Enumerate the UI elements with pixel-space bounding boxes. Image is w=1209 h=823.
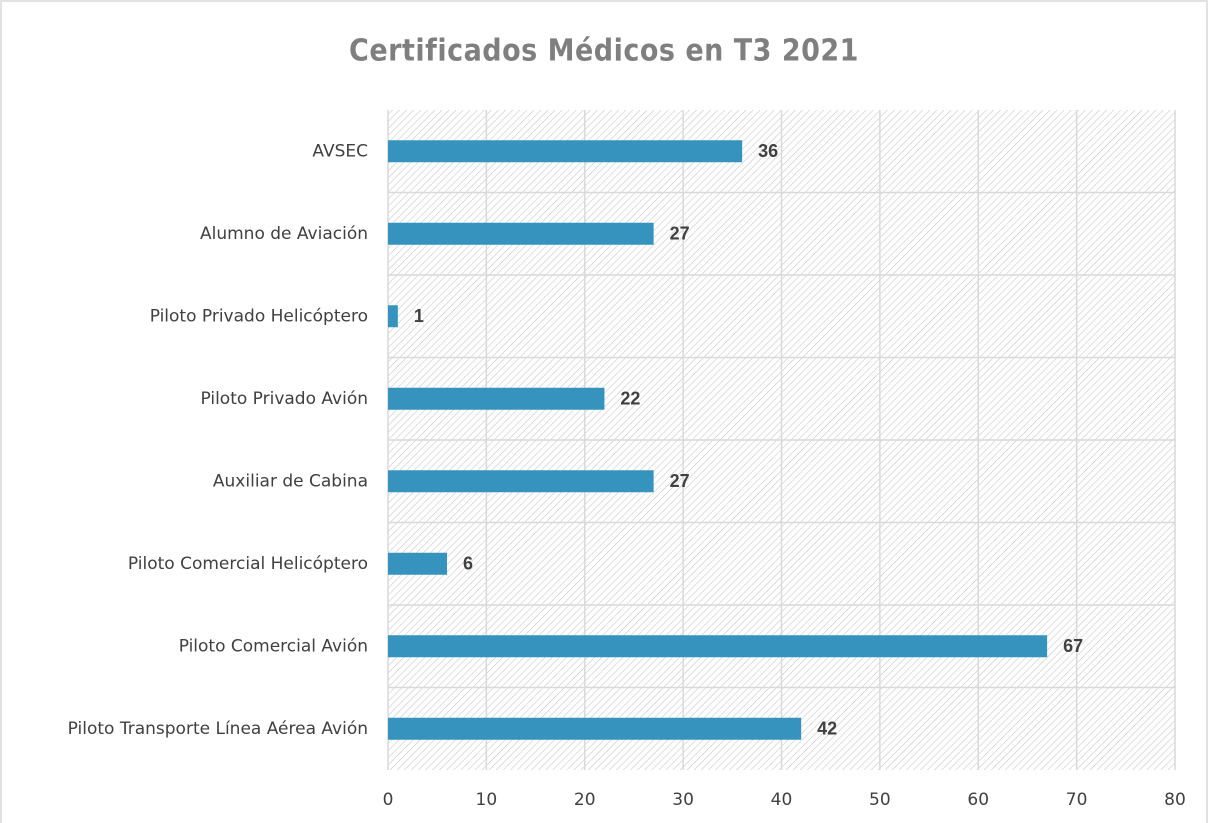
data-label: 6 (463, 554, 473, 574)
y-tick-label: AVSEC (312, 141, 368, 161)
bar (388, 305, 398, 328)
x-tick-label: 40 (771, 790, 793, 810)
data-label: 27 (670, 471, 690, 491)
data-label: 42 (817, 719, 837, 739)
bar (388, 140, 743, 163)
x-tick-label: 70 (1066, 790, 1088, 810)
x-tick-label: 60 (967, 790, 989, 810)
x-tick-label: 20 (574, 790, 596, 810)
y-tick-label: Piloto Privado Helicóptero (150, 306, 368, 326)
x-tick-label: 30 (672, 790, 694, 810)
y-tick-label: Auxiliar de Cabina (213, 471, 368, 491)
bar (388, 222, 654, 245)
x-tick-label: 50 (869, 790, 891, 810)
x-tick-label: 0 (383, 790, 394, 810)
bar (388, 387, 605, 410)
chart-title: Certificados Médicos en T3 2021 (349, 34, 859, 69)
data-label: 27 (670, 224, 690, 244)
y-tick-label: Piloto Transporte Línea Aérea Avión (68, 719, 368, 739)
bar (388, 552, 448, 575)
bar (388, 717, 802, 740)
y-tick-label: Piloto Comercial Helicóptero (128, 554, 368, 574)
data-label: 1 (414, 306, 424, 326)
data-label: 36 (758, 141, 778, 161)
y-tick-label: Piloto Comercial Avión (179, 636, 368, 656)
bar (388, 635, 1048, 658)
data-label: 67 (1063, 636, 1083, 656)
data-label: 22 (620, 389, 640, 409)
y-tick-label: Alumno de Aviación (200, 224, 368, 244)
x-tick-label: 10 (476, 790, 498, 810)
x-tick-label: 80 (1164, 790, 1186, 810)
bar (388, 470, 654, 493)
y-tick-label: Piloto Privado Avión (200, 389, 368, 409)
